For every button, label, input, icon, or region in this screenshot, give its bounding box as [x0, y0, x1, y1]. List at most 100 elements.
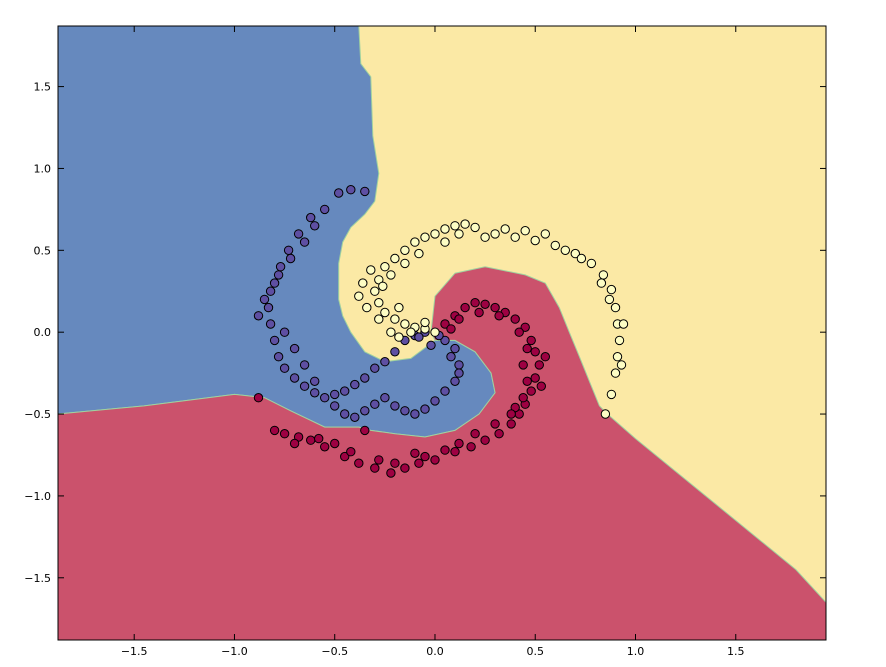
data-point-class-2 — [330, 438, 340, 449]
data-point-class-2 — [474, 307, 484, 318]
data-point-class-1 — [378, 281, 388, 291]
data-point-class-1 — [606, 389, 617, 400]
data-point-class-1 — [400, 319, 410, 329]
data-point-class-0 — [310, 376, 320, 386]
data-point-class-1 — [358, 278, 368, 288]
x-tick-label: −1.5 — [121, 645, 148, 658]
x-tick-label: 1.0 — [627, 645, 645, 658]
data-point-class-0 — [253, 311, 264, 321]
data-point-class-1 — [500, 224, 510, 234]
data-point-class-0 — [430, 396, 440, 406]
data-point-class-2 — [289, 438, 300, 449]
data-point-class-2 — [440, 445, 450, 455]
data-point-class-2 — [506, 419, 516, 429]
data-point-class-1 — [410, 237, 420, 247]
data-point-class-1 — [380, 307, 390, 318]
data-point-class-0 — [454, 360, 464, 370]
data-point-class-1 — [406, 327, 416, 337]
data-point-class-1 — [440, 237, 450, 247]
data-point-class-2 — [390, 458, 400, 468]
data-point-class-2 — [253, 393, 264, 403]
data-point-class-2 — [420, 451, 430, 462]
y-tick-label: 0.0 — [34, 326, 52, 339]
data-point-class-1 — [420, 317, 430, 328]
data-point-class-0 — [265, 319, 276, 329]
data-point-class-2 — [490, 302, 500, 313]
data-point-class-0 — [299, 237, 310, 247]
data-point-class-1 — [430, 229, 440, 239]
x-axis: −1.5 −1.0 −0.5 0.0 0.5 1.0 1.5 — [121, 26, 745, 658]
data-point-class-1 — [616, 360, 627, 370]
x-tick-label: 1.5 — [727, 645, 745, 658]
data-point-class-1 — [390, 253, 400, 264]
data-point-class-2 — [320, 442, 330, 452]
data-point-class-0 — [420, 404, 430, 414]
data-point-class-0 — [273, 352, 284, 362]
data-point-class-0 — [426, 340, 436, 350]
data-point-class-0 — [334, 188, 344, 198]
data-point-class-2 — [470, 298, 480, 308]
data-point-class-2 — [540, 352, 550, 362]
data-point-class-1 — [420, 232, 430, 242]
data-point-class-0 — [410, 409, 420, 419]
data-point-class-0 — [293, 229, 304, 239]
data-point-class-2 — [450, 447, 460, 457]
data-point-class-2 — [314, 433, 324, 444]
data-point-class-0 — [269, 278, 280, 288]
data-point-class-2 — [374, 455, 384, 465]
data-point-class-0 — [283, 245, 294, 256]
data-point-class-0 — [340, 386, 350, 396]
data-point-class-0 — [263, 302, 274, 313]
data-point-class-2 — [534, 360, 544, 370]
data-point-class-1 — [386, 270, 396, 280]
data-point-class-0 — [330, 389, 340, 400]
data-point-class-1 — [530, 235, 540, 246]
data-point-class-1 — [490, 229, 500, 239]
data-point-class-2 — [520, 322, 530, 332]
data-point-class-1 — [510, 232, 520, 242]
data-point-class-0 — [346, 185, 356, 195]
data-point-class-2 — [454, 438, 464, 449]
data-point-class-2 — [279, 429, 290, 439]
data-point-class-0 — [310, 388, 320, 398]
data-point-class-1 — [570, 248, 580, 259]
data-point-class-2 — [522, 376, 532, 386]
data-point-class-1 — [600, 409, 611, 419]
data-point-class-2 — [536, 381, 546, 391]
data-point-class-1 — [400, 258, 410, 269]
data-point-class-0 — [279, 363, 290, 373]
data-point-class-2 — [510, 314, 520, 324]
data-point-class-0 — [310, 221, 320, 231]
data-point-class-1 — [390, 314, 400, 324]
data-point-class-0 — [340, 409, 350, 419]
data-point-class-2 — [430, 455, 440, 465]
data-point-class-0 — [360, 186, 370, 197]
data-point-class-2 — [530, 347, 540, 357]
data-point-class-2 — [400, 463, 410, 473]
data-point-class-2 — [354, 458, 364, 468]
data-point-class-1 — [454, 229, 464, 239]
data-point-class-0 — [350, 412, 360, 422]
data-point-class-2 — [440, 319, 450, 329]
data-point-class-2 — [410, 448, 420, 458]
data-point-class-1 — [606, 284, 617, 295]
data-point-class-2 — [360, 425, 370, 436]
data-point-class-0 — [400, 406, 410, 416]
data-point-class-2 — [490, 419, 500, 429]
data-point-class-0 — [370, 363, 380, 373]
plot-frame — [57, 25, 827, 641]
data-point-class-1 — [598, 270, 609, 280]
data-point-class-1 — [386, 327, 396, 337]
data-point-class-1 — [596, 278, 607, 288]
data-point-class-0 — [440, 386, 450, 396]
data-point-class-1 — [618, 319, 629, 329]
y-tick-label: 1.0 — [34, 162, 52, 175]
data-point-class-1 — [380, 262, 390, 272]
data-point-class-1 — [610, 302, 621, 313]
data-point-class-1 — [366, 265, 376, 275]
data-point-class-0 — [370, 399, 380, 409]
data-point-class-2 — [494, 311, 504, 321]
x-tick-label: −1.0 — [221, 645, 248, 658]
data-point-class-0 — [259, 294, 270, 305]
data-point-class-1 — [576, 253, 587, 264]
